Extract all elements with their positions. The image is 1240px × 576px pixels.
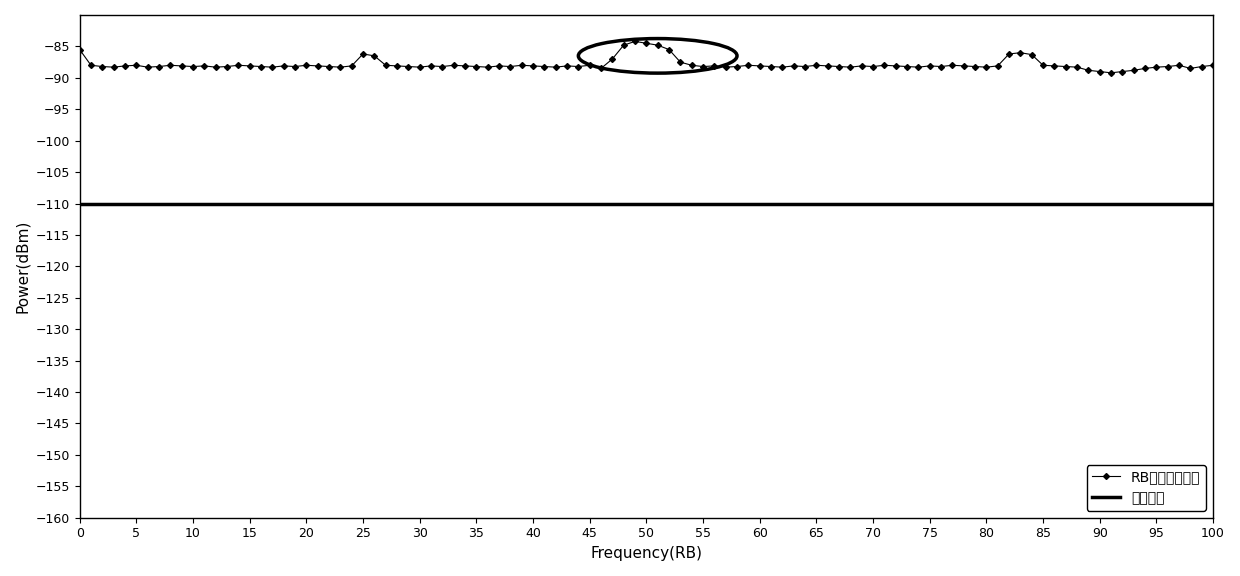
Legend: RB平均干扰电平, 干扰门限: RB平均干扰电平, 干扰门限 — [1086, 465, 1207, 511]
RB平均干扰电平 — [877, 62, 892, 69]
干扰门限 — [72, 200, 87, 207]
干扰门限 — [83, 200, 98, 207]
RB平均干扰电平 — [1205, 62, 1220, 69]
RB平均干扰电平 — [151, 63, 166, 70]
RB平均干扰电平 — [764, 63, 779, 70]
RB平均干扰电平 — [72, 46, 87, 53]
Line: RB平均干扰电平: RB平均干扰电平 — [78, 39, 1215, 75]
RB平均干扰电平 — [1104, 69, 1118, 76]
RB平均干扰电平 — [356, 51, 371, 58]
RB平均干扰电平 — [594, 65, 609, 72]
RB平均干扰电平 — [934, 63, 949, 70]
Y-axis label: Power(dBm): Power(dBm) — [15, 219, 30, 313]
X-axis label: Frequency(RB): Frequency(RB) — [590, 546, 702, 561]
RB平均干扰电平 — [627, 38, 642, 45]
